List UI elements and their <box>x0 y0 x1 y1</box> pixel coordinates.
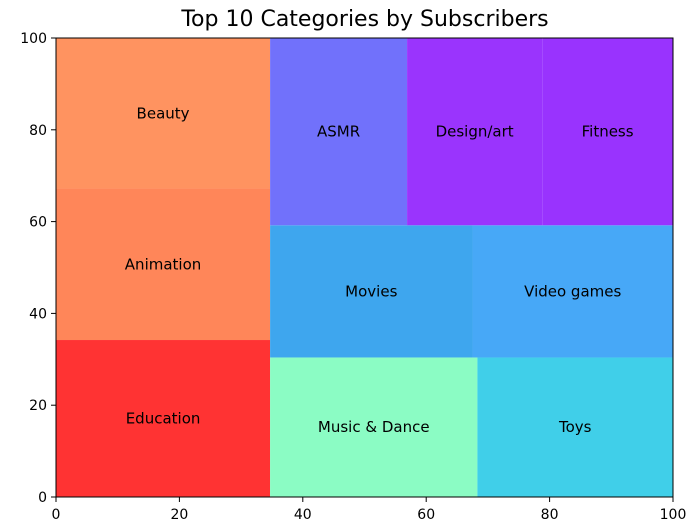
x-tick-label: 80 <box>541 507 559 523</box>
treemap-label: ASMR <box>317 123 360 141</box>
x-tick-label: 20 <box>170 507 188 523</box>
treemap-label: Movies <box>345 282 397 300</box>
y-tick-label: 0 <box>38 490 47 506</box>
treemap-cell-design-art <box>407 38 543 226</box>
y-tick-label: 60 <box>29 215 47 231</box>
treemap-label: Animation <box>125 255 201 273</box>
treemap-cell-video-games <box>472 225 673 358</box>
treemap-cell-beauty <box>56 38 271 189</box>
y-tick-label: 40 <box>29 306 47 322</box>
treemap-label: Toys <box>558 418 592 436</box>
y-tick-label: 80 <box>29 123 47 139</box>
y-tick-label: 20 <box>29 398 47 414</box>
x-axis: 0 20 40 60 80 100 <box>52 497 687 523</box>
treemap-cell-music-dance <box>270 357 478 497</box>
treemap-label: Beauty <box>137 104 190 122</box>
treemap-label: Video games <box>524 282 621 300</box>
treemap-labels: Education Animation Beauty Music & Dance Toy… <box>125 104 634 436</box>
treemap-cells <box>56 38 673 497</box>
treemap-label: Design/art <box>436 123 514 141</box>
y-axis: 0 20 40 60 80 100 <box>20 31 56 506</box>
x-tick-label: 100 <box>660 507 687 523</box>
treemap-cell-animation <box>56 188 271 341</box>
treemap-cell-fitness <box>542 38 673 226</box>
x-tick-label: 60 <box>417 507 435 523</box>
treemap-cell-toys <box>477 357 673 497</box>
y-tick-label: 100 <box>20 31 47 47</box>
treemap-label: Music & Dance <box>318 418 430 436</box>
chart-title: Top 10 Categories by Subscribers <box>180 7 548 32</box>
treemap-cell-asmr <box>270 38 408 226</box>
x-tick-label: 40 <box>294 507 312 523</box>
treemap-label: Fitness <box>582 123 634 141</box>
treemap-cell-education <box>56 340 271 497</box>
treemap-label: Education <box>126 410 201 428</box>
x-tick-label: 0 <box>52 507 61 523</box>
plot-frame <box>55 37 674 498</box>
treemap-cell-movies <box>270 225 473 358</box>
